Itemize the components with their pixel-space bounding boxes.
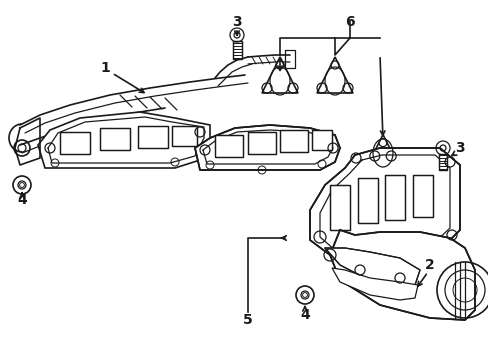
- Polygon shape: [329, 230, 474, 320]
- Polygon shape: [311, 130, 331, 150]
- Polygon shape: [247, 132, 275, 154]
- Polygon shape: [438, 154, 446, 170]
- Polygon shape: [309, 148, 459, 258]
- Text: 4: 4: [17, 193, 27, 207]
- Text: 3: 3: [454, 141, 464, 155]
- Text: 2: 2: [424, 258, 434, 272]
- Polygon shape: [262, 57, 297, 93]
- Polygon shape: [325, 248, 419, 285]
- Polygon shape: [100, 128, 130, 150]
- Polygon shape: [232, 41, 241, 59]
- Polygon shape: [357, 178, 377, 223]
- Polygon shape: [280, 130, 307, 152]
- Polygon shape: [316, 57, 352, 93]
- Polygon shape: [60, 132, 90, 154]
- Polygon shape: [195, 125, 339, 170]
- Text: 3: 3: [232, 15, 242, 29]
- Text: 6: 6: [345, 15, 354, 29]
- Polygon shape: [329, 185, 349, 230]
- Polygon shape: [412, 175, 432, 217]
- Text: 4: 4: [300, 308, 309, 322]
- Polygon shape: [172, 126, 197, 146]
- Text: 5: 5: [243, 313, 252, 327]
- Polygon shape: [331, 268, 417, 300]
- Polygon shape: [38, 112, 209, 168]
- Polygon shape: [138, 126, 168, 148]
- Text: 1: 1: [100, 61, 110, 75]
- Polygon shape: [369, 135, 395, 161]
- Polygon shape: [384, 175, 404, 220]
- Polygon shape: [215, 135, 243, 157]
